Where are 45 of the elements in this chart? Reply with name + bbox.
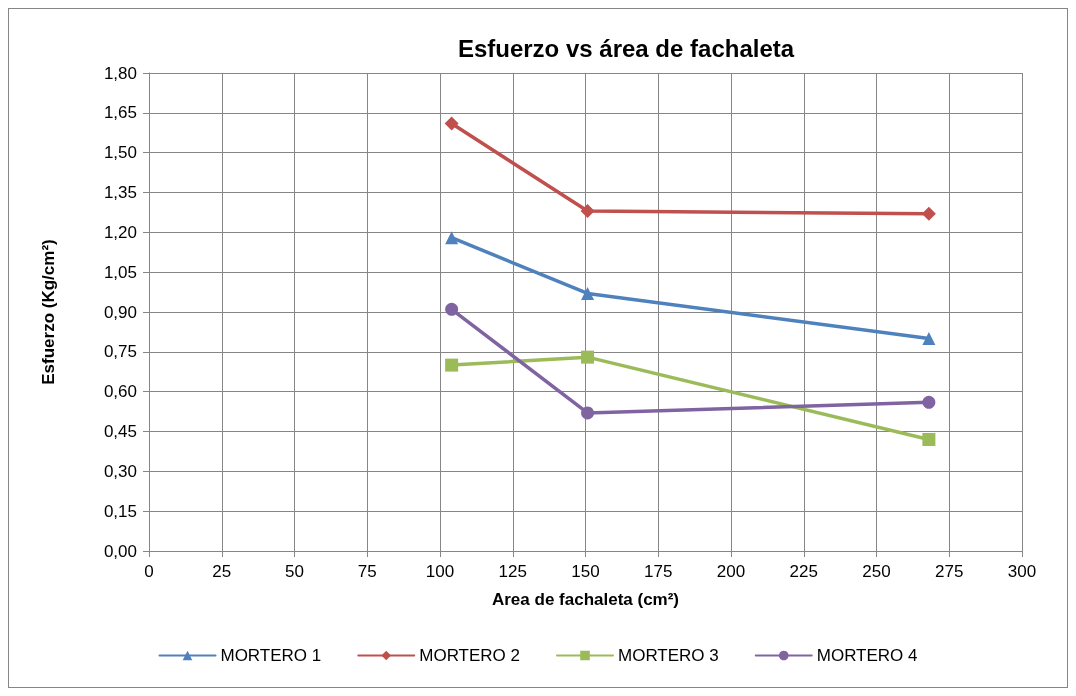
chart-title: Esfuerzo vs área de fachaleta [457, 34, 795, 62]
y-axis-title: Esfuerzo (Kg/cm²) [39, 239, 58, 385]
x-tick-label: 300 [1007, 562, 1037, 581]
legend-label: MORTERO 2 [419, 646, 521, 665]
x-tick-label: 25 [212, 562, 232, 581]
point [922, 395, 936, 409]
point [581, 350, 595, 364]
y-tick-label: 1,80 [103, 63, 137, 83]
point [580, 204, 595, 219]
legend-label: MORTERO 1 [220, 646, 322, 665]
y-tick-label: 0,90 [103, 302, 137, 322]
y-tick-label: 1,50 [103, 143, 137, 163]
point [445, 358, 459, 372]
y-tick-label: 1,20 [103, 222, 137, 242]
y-tick-label: 0,15 [103, 501, 137, 521]
point [581, 286, 595, 300]
legend-label: MORTERO 4 [816, 646, 918, 665]
x-tick-label: 150 [571, 562, 600, 581]
x-tick-label: 250 [862, 562, 891, 581]
point [445, 231, 459, 245]
y-tick-label: 0,45 [103, 422, 137, 441]
y-tick-label: 1,65 [103, 103, 137, 123]
y-tick-label: 0,00 [103, 541, 137, 561]
point [444, 116, 459, 131]
y-tick-label: 0,60 [103, 382, 137, 402]
point [581, 406, 595, 420]
x-tick-label: 125 [498, 562, 527, 581]
x-tick-label: 0 [144, 562, 154, 581]
x-tick-label: 50 [285, 562, 304, 581]
point [921, 206, 936, 221]
x-tick-label: 275 [935, 562, 964, 581]
point [922, 332, 936, 346]
y-tick-label: 0,75 [103, 342, 137, 362]
x-tick-label: 100 [425, 562, 455, 581]
x-tick-label: 225 [789, 562, 818, 581]
x-tick-label: 175 [644, 562, 673, 581]
x-tick-label: 75 [357, 562, 377, 581]
point [922, 432, 936, 446]
x-tick-label: 200 [716, 562, 746, 581]
y-tick-label: 1,35 [103, 183, 137, 202]
x-axis-title: Area de fachaleta (cm²) [491, 590, 680, 609]
y-tick-label: 0,30 [103, 461, 137, 481]
legend-label: MORTERO 3 [618, 646, 719, 665]
y-tick-label: 1,05 [103, 262, 137, 282]
point [445, 302, 459, 316]
